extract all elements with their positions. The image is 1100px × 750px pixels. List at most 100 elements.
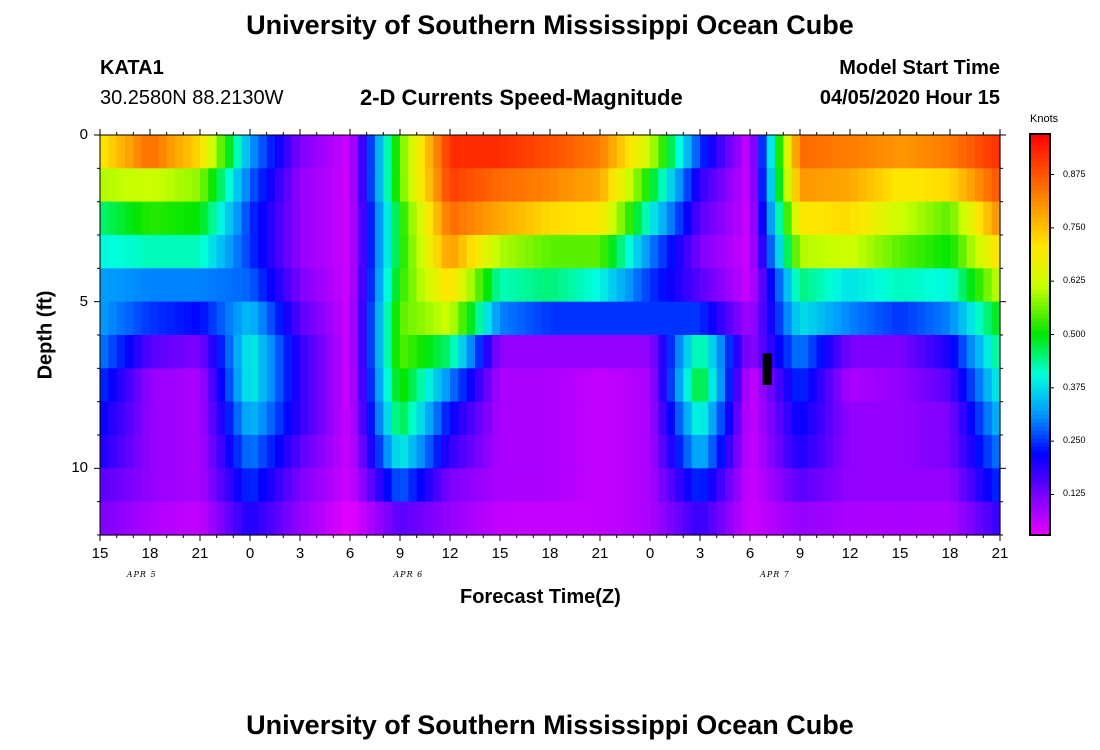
heatmap-cell <box>541 135 551 169</box>
heatmap-cell <box>633 335 643 369</box>
heatmap-cell <box>416 301 426 336</box>
heatmap-cell <box>375 468 384 503</box>
heatmap-cell <box>858 501 868 536</box>
heatmap-cell <box>350 235 359 269</box>
heatmap-cell <box>250 335 259 369</box>
heatmap-cell <box>641 201 651 236</box>
heatmap-cell <box>875 268 884 303</box>
heatmap-cell <box>125 235 134 269</box>
heatmap-cell <box>241 135 251 169</box>
heatmap-cell <box>175 235 184 269</box>
heatmap-cell <box>325 468 334 503</box>
heatmap-cell <box>408 201 418 236</box>
heatmap-cell <box>658 235 668 269</box>
heatmap-cell <box>783 368 793 403</box>
heatmap-cell <box>600 135 609 169</box>
heatmap-cell <box>875 201 884 236</box>
heatmap-cell <box>341 501 351 536</box>
heatmap-cell <box>733 401 743 436</box>
heatmap-cell <box>650 468 659 503</box>
colorbar-swatch <box>1030 318 1050 323</box>
colorbar-swatch <box>1030 310 1050 315</box>
heatmap-cell <box>433 268 443 303</box>
heatmap-cell <box>558 501 568 536</box>
heatmap-cell <box>883 268 893 303</box>
heatmap-cell <box>950 468 959 503</box>
heatmap-cell <box>616 435 626 469</box>
heatmap-cell <box>333 135 343 169</box>
heatmap-cell <box>700 168 709 203</box>
heatmap-cell <box>566 235 576 269</box>
heatmap-cell <box>808 168 818 203</box>
heatmap-cell <box>716 235 726 269</box>
heatmap-cell <box>225 501 234 536</box>
heatmap-cell <box>866 435 876 469</box>
colorbar-swatch <box>1030 486 1050 492</box>
colorbar-swatch <box>1030 282 1050 287</box>
colorbar-swatch <box>1030 326 1050 331</box>
heatmap-cell <box>558 335 568 369</box>
heatmap-cell <box>841 168 851 203</box>
heatmap-cell <box>925 435 934 469</box>
heatmap-cell <box>983 135 993 169</box>
heatmap-cell <box>766 401 776 436</box>
heatmap-cell <box>641 401 651 436</box>
heatmap-cell <box>100 135 109 169</box>
heatmap-cell <box>458 468 468 503</box>
heatmap-cell <box>175 268 184 303</box>
heatmap-cell <box>683 235 693 269</box>
heatmap-cell <box>375 201 384 236</box>
heatmap-cell <box>991 301 1001 336</box>
heatmap-cell <box>333 501 343 536</box>
heatmap-cell <box>183 301 193 336</box>
colorbar-swatch <box>1030 398 1050 404</box>
heatmap-cell <box>308 368 318 403</box>
heatmap-cell <box>725 301 734 336</box>
heatmap-cell <box>108 368 118 403</box>
heatmap-cell <box>991 401 1001 436</box>
heatmap-cell <box>358 201 368 236</box>
heatmap-cell <box>858 168 868 203</box>
heatmap-cell <box>791 468 801 503</box>
heatmap-cell <box>516 468 526 503</box>
colorbar-label: 0.125 <box>1063 488 1086 499</box>
heatmap-cell <box>883 368 893 403</box>
colorbar-swatch <box>1030 274 1050 279</box>
heatmap-cell <box>608 235 618 269</box>
heatmap-cell <box>658 301 668 336</box>
heatmap-cell <box>858 468 868 503</box>
heatmap-cell <box>750 435 759 469</box>
heatmap-cell <box>483 335 493 369</box>
heatmap-cell <box>266 335 276 369</box>
heatmap-cell <box>775 335 784 369</box>
heatmap-cell <box>466 268 476 303</box>
heatmap-cell <box>500 201 509 236</box>
heatmap-cell <box>675 501 684 536</box>
heatmap-cell <box>766 368 776 403</box>
heatmap-cell <box>216 201 226 236</box>
heatmap-cell <box>950 335 959 369</box>
heatmap-cell <box>350 201 359 236</box>
heatmap-cell <box>641 235 651 269</box>
heatmap-cell <box>750 235 759 269</box>
colorbar-swatch <box>1030 434 1050 440</box>
heatmap-cell <box>791 268 801 303</box>
heatmap-cell <box>700 368 709 403</box>
heatmap-cell <box>458 368 468 403</box>
colorbar-swatch <box>1030 290 1050 295</box>
heatmap-cell <box>275 335 284 369</box>
heatmap-cell <box>908 168 918 203</box>
heatmap-cell <box>758 201 768 236</box>
heatmap-cell <box>558 368 568 403</box>
heatmap-cell <box>716 435 726 469</box>
heatmap-cell <box>400 335 409 369</box>
heatmap-cell <box>683 501 693 536</box>
heatmap-cell <box>900 235 909 269</box>
heatmap-cell <box>475 268 484 303</box>
heatmap-cell <box>925 368 934 403</box>
heatmap-cell <box>433 468 443 503</box>
heatmap-cell <box>708 135 718 169</box>
heatmap-cell <box>441 335 451 369</box>
heatmap-cell <box>191 201 201 236</box>
heatmap-cell <box>491 335 501 369</box>
